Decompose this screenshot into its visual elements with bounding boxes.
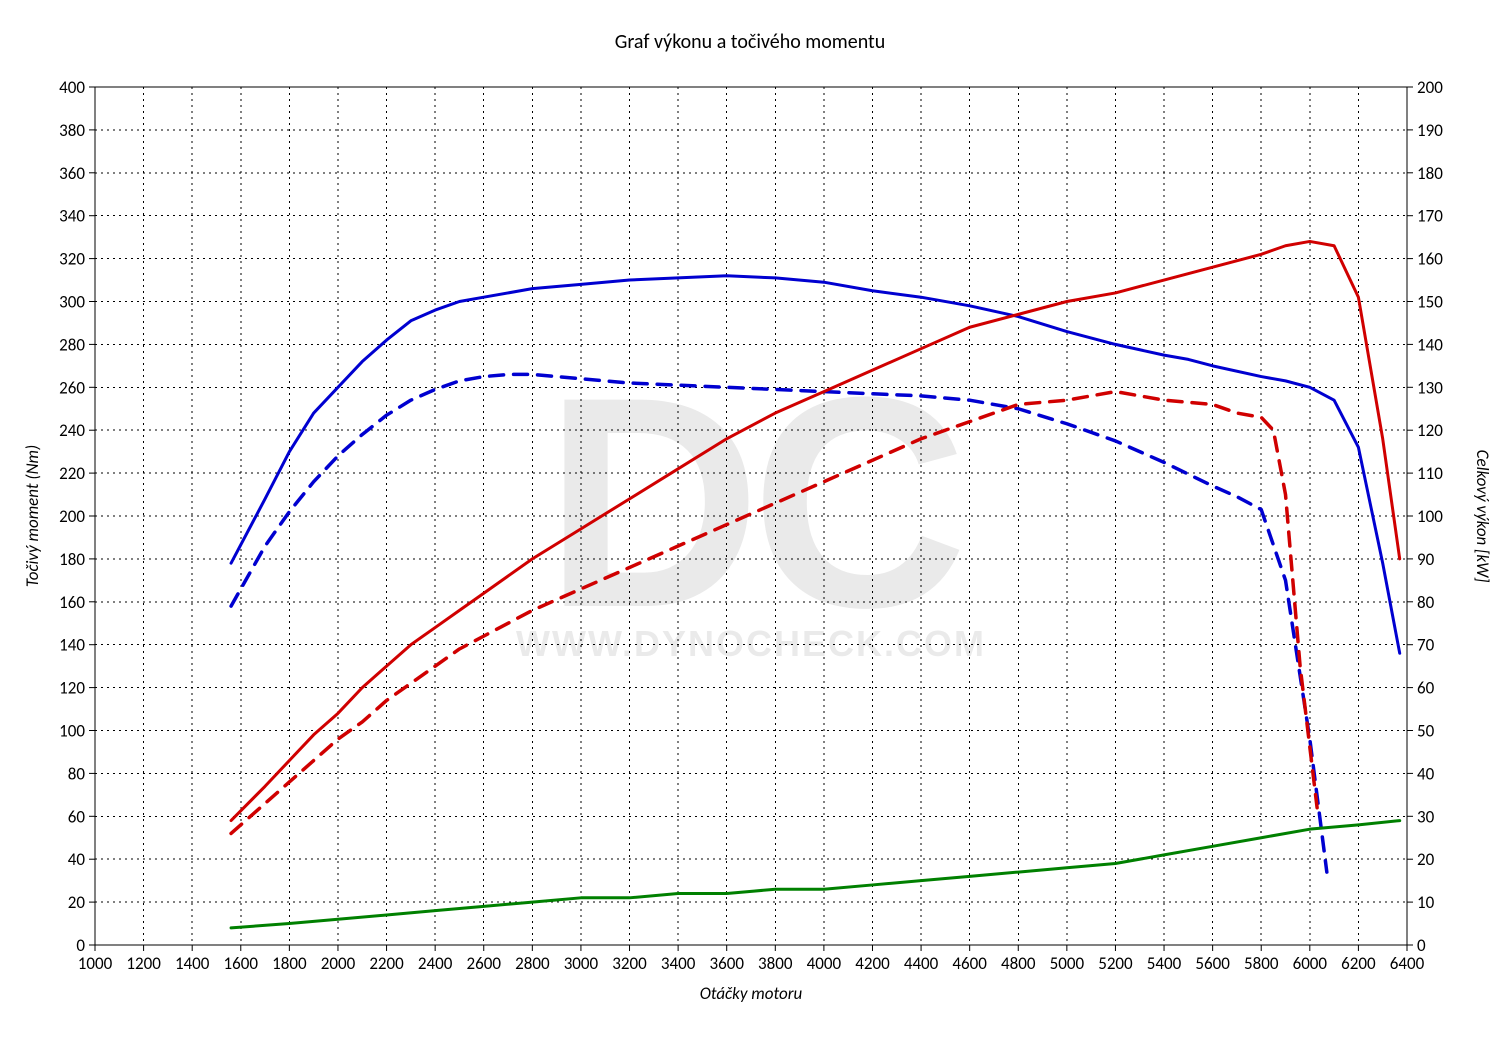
x-axis-label: Otáčky motoru [700, 983, 803, 1004]
x-tick-label: 3600 [709, 953, 744, 974]
y-left-tick-label: 160 [59, 592, 85, 613]
y-left-tick-label: 280 [59, 334, 85, 355]
y-right-tick-label: 100 [1417, 506, 1443, 527]
chart-container: DCWWW.DYNOCHECK.COM100012001400160018002… [0, 0, 1500, 1041]
y-left-tick-label: 120 [59, 678, 85, 699]
x-tick-label: 1200 [126, 953, 161, 974]
y-left-tick-label: 100 [59, 721, 85, 742]
y-right-tick-label: 120 [1417, 420, 1443, 441]
x-tick-label: 6200 [1341, 953, 1376, 974]
x-tick-label: 4000 [807, 953, 842, 974]
y-right-tick-label: 190 [1417, 120, 1443, 141]
x-tick-label: 1400 [175, 953, 210, 974]
x-tick-label: 1600 [224, 953, 259, 974]
y-left-tick-label: 360 [59, 163, 85, 184]
y-left-tick-label: 180 [59, 549, 85, 570]
x-tick-label: 5800 [1244, 953, 1279, 974]
y-right-tick-label: 10 [1417, 892, 1435, 913]
y-right-tick-label: 30 [1417, 806, 1435, 827]
y-right-tick-label: 180 [1417, 163, 1443, 184]
watermark-logo: DC [544, 334, 962, 670]
x-tick-label: 4200 [855, 953, 890, 974]
y-left-tick-label: 260 [59, 377, 85, 398]
x-tick-label: 2600 [467, 953, 502, 974]
x-tick-label: 3400 [661, 953, 696, 974]
y-left-tick-label: 200 [59, 506, 85, 527]
x-tick-label: 4600 [952, 953, 987, 974]
y-left-tick-label: 380 [59, 120, 85, 141]
y-left-axis-label: Točivý moment (Nm) [22, 445, 43, 587]
y-left-tick-label: 220 [59, 463, 85, 484]
y-right-tick-label: 20 [1417, 849, 1435, 870]
x-tick-label: 5000 [1050, 953, 1085, 974]
watermark-url: WWW.DYNOCHECK.COM [516, 623, 986, 664]
x-tick-label: 3200 [612, 953, 647, 974]
x-tick-label: 6400 [1390, 953, 1425, 974]
y-right-tick-label: 0 [1417, 935, 1426, 956]
y-left-tick-label: 400 [59, 77, 85, 98]
x-tick-label: 2800 [515, 953, 550, 974]
y-right-tick-label: 40 [1417, 763, 1435, 784]
x-tick-label: 5600 [1195, 953, 1230, 974]
x-tick-label: 1800 [272, 953, 307, 974]
x-tick-label: 5200 [1098, 953, 1133, 974]
y-left-tick-label: 80 [68, 763, 86, 784]
y-right-tick-label: 80 [1417, 592, 1435, 613]
y-left-tick-label: 300 [59, 292, 85, 313]
chart-title: Graf výkonu a točivého momentu [615, 30, 886, 54]
x-tick-label: 2000 [321, 953, 356, 974]
x-tick-label: 1000 [78, 953, 113, 974]
y-right-axis-label: Celkový výkon [kW] [1472, 450, 1493, 583]
y-left-tick-label: 340 [59, 206, 85, 227]
y-left-tick-label: 320 [59, 249, 85, 270]
y-left-tick-label: 240 [59, 420, 85, 441]
x-tick-label: 2200 [369, 953, 404, 974]
x-tick-label: 3800 [758, 953, 793, 974]
y-right-tick-label: 170 [1417, 206, 1443, 227]
y-right-tick-label: 200 [1417, 77, 1443, 98]
x-tick-label: 6000 [1293, 953, 1328, 974]
y-right-tick-label: 70 [1417, 635, 1435, 656]
y-right-tick-label: 90 [1417, 549, 1435, 570]
y-left-tick-label: 20 [68, 892, 86, 913]
y-right-tick-label: 50 [1417, 721, 1435, 742]
y-right-tick-label: 110 [1417, 463, 1443, 484]
y-right-tick-label: 60 [1417, 678, 1435, 699]
x-tick-label: 3000 [564, 953, 599, 974]
y-right-tick-label: 160 [1417, 249, 1443, 270]
y-left-tick-label: 60 [68, 806, 86, 827]
x-tick-label: 2400 [418, 953, 453, 974]
y-right-tick-label: 130 [1417, 377, 1443, 398]
x-tick-label: 4800 [1001, 953, 1036, 974]
dyno-chart: DCWWW.DYNOCHECK.COM100012001400160018002… [0, 0, 1500, 1041]
y-right-tick-label: 140 [1417, 334, 1443, 355]
x-tick-label: 5400 [1147, 953, 1182, 974]
y-left-tick-label: 40 [68, 849, 86, 870]
y-left-tick-label: 140 [59, 635, 85, 656]
y-left-tick-label: 0 [76, 935, 85, 956]
x-tick-label: 4400 [904, 953, 939, 974]
y-right-tick-label: 150 [1417, 292, 1443, 313]
